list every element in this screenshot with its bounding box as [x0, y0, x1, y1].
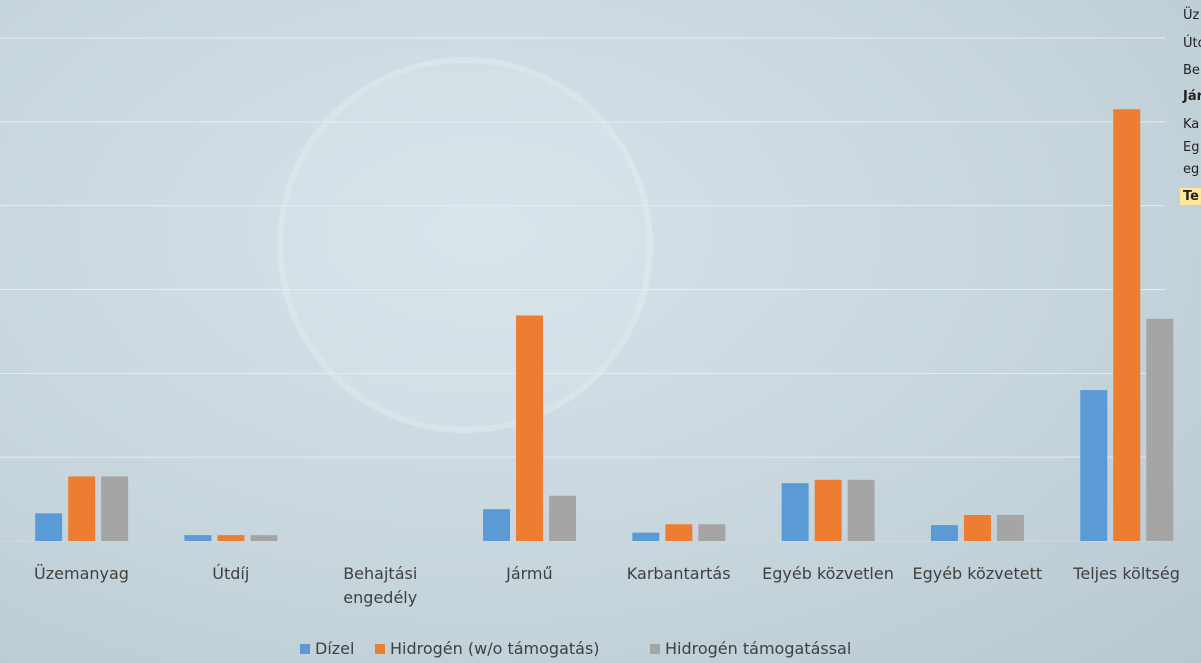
- x-tick-label: Útdíj: [156, 562, 305, 586]
- legend-swatch: [300, 644, 310, 654]
- page: ÜzemanyagÚtdíj Behajtási engedély JárműKar…: [0, 0, 1201, 663]
- bar: [516, 315, 543, 541]
- x-tick-label: Teljes költség: [1052, 562, 1201, 586]
- legend-label: Dízel: [315, 639, 354, 658]
- bar: [964, 515, 991, 541]
- bar: [782, 483, 809, 541]
- bar: [483, 509, 510, 541]
- background-bubble: [280, 60, 650, 430]
- side-note: eg: [1183, 162, 1199, 177]
- bar: [217, 535, 244, 541]
- legend-swatch: [375, 644, 385, 654]
- x-tick-label: Üzemanyag: [7, 562, 156, 586]
- legend-item: Hidrogén (w/o támogatás): [375, 639, 600, 658]
- x-tick-label: Behajtási engedély: [330, 562, 430, 610]
- x-tick-label: Jármű: [455, 562, 604, 586]
- bar: [1113, 109, 1140, 541]
- legend-swatch: [650, 644, 660, 654]
- bar: [665, 524, 692, 541]
- bar: [68, 476, 95, 541]
- legend-label: Hidrogén (w/o támogatás): [390, 639, 600, 658]
- bar: [931, 525, 958, 541]
- x-tick-label: Egyéb közvetlen: [754, 562, 903, 586]
- bar: [815, 480, 842, 541]
- legend-item: Dízel: [300, 639, 354, 658]
- bar: [632, 533, 659, 541]
- bar: [101, 476, 128, 541]
- x-tick-label: Karbantartás: [604, 562, 753, 586]
- side-note: Te: [1180, 188, 1201, 205]
- side-note: Üz: [1183, 8, 1199, 23]
- side-note: Úto: [1183, 36, 1201, 51]
- legend-item: Hidrogén támogatással: [650, 639, 851, 658]
- bar: [549, 496, 576, 541]
- bar: [1080, 390, 1107, 541]
- bar: [35, 513, 62, 541]
- bar: [250, 535, 277, 541]
- bar: [184, 535, 211, 541]
- side-note: Eg: [1183, 140, 1199, 155]
- bar: [848, 480, 875, 541]
- x-tick-label: Egyéb közvetett: [903, 562, 1052, 586]
- side-note: Ka: [1183, 117, 1199, 132]
- side-note: Jár: [1183, 89, 1201, 104]
- bar: [1146, 319, 1173, 541]
- bar: [698, 524, 725, 541]
- side-note: Be: [1183, 63, 1200, 78]
- bar: [997, 515, 1024, 541]
- legend-label: Hidrogén támogatással: [665, 639, 851, 658]
